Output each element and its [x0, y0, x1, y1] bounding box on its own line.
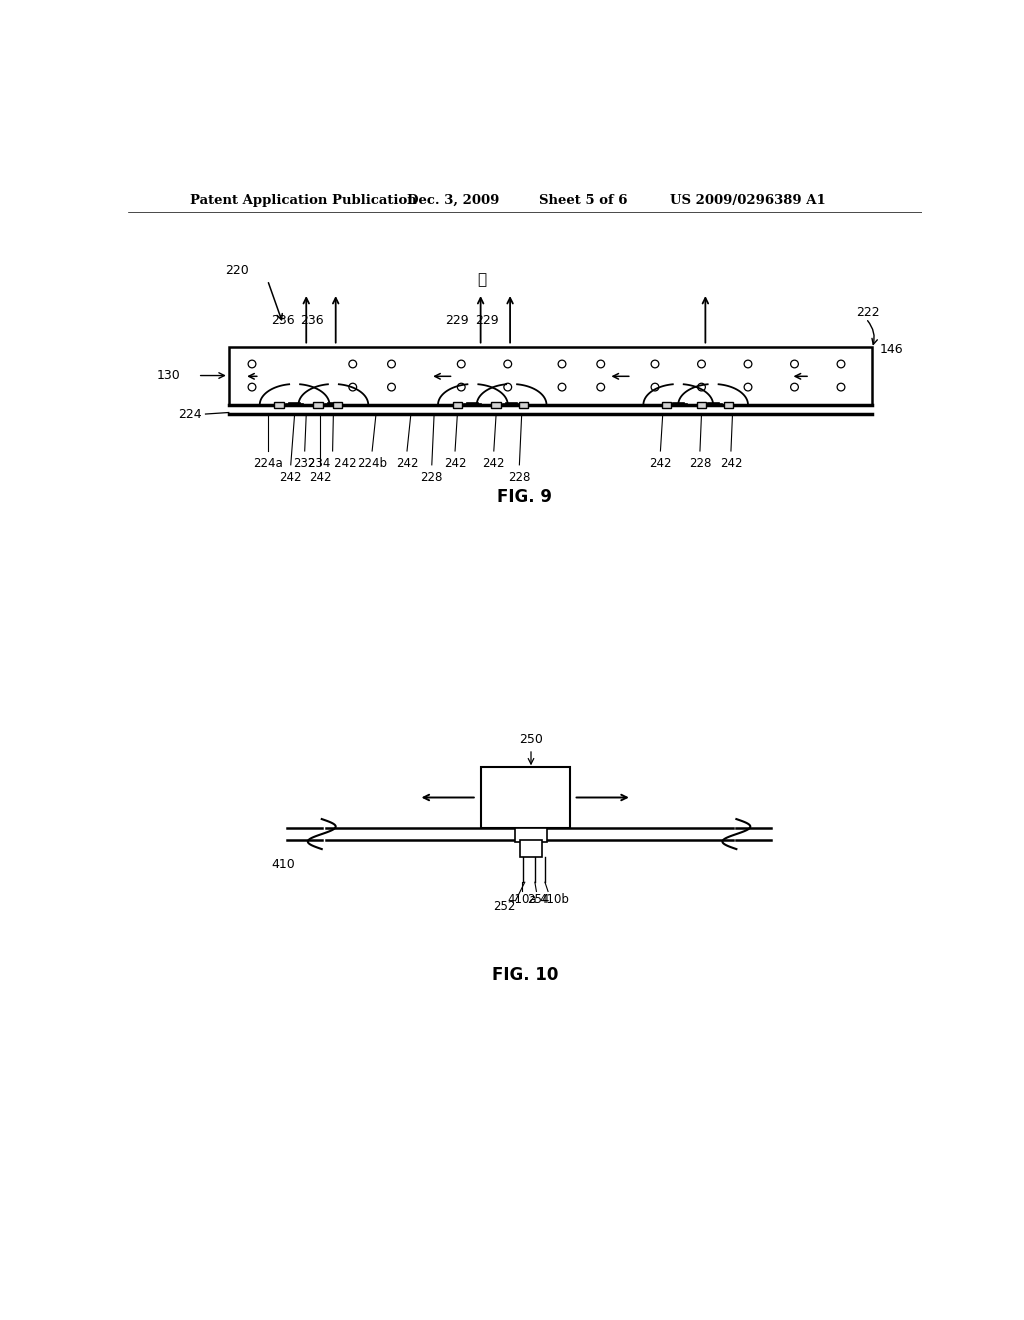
- Text: 242: 242: [649, 457, 672, 470]
- Text: 光: 光: [477, 272, 486, 286]
- Bar: [228, 347, 872, 405]
- Text: 236: 236: [300, 314, 324, 326]
- Text: 250: 250: [519, 733, 543, 746]
- Text: 236: 236: [271, 314, 295, 326]
- Text: 252: 252: [493, 900, 515, 913]
- Text: 254: 254: [527, 892, 550, 906]
- Bar: [724, 401, 733, 408]
- Text: 224: 224: [178, 408, 202, 421]
- Bar: [518, 401, 528, 408]
- Text: 229: 229: [475, 314, 499, 326]
- Bar: [333, 401, 342, 408]
- Text: 222: 222: [856, 306, 880, 319]
- Text: 232: 232: [294, 457, 315, 470]
- Text: 224a: 224a: [253, 457, 283, 470]
- Text: 224b: 224b: [357, 457, 387, 470]
- Bar: [453, 401, 462, 408]
- Text: FIG. 9: FIG. 9: [498, 488, 552, 506]
- Bar: [480, 767, 569, 829]
- Text: 410a: 410a: [507, 892, 537, 906]
- Text: Sheet 5 of 6: Sheet 5 of 6: [539, 194, 628, 207]
- Text: 234 242: 234 242: [308, 457, 357, 470]
- Text: 242: 242: [309, 471, 332, 484]
- Text: 242: 242: [482, 457, 505, 470]
- Text: US 2009/0296389 A1: US 2009/0296389 A1: [671, 194, 826, 207]
- Bar: [662, 401, 672, 408]
- Bar: [515, 829, 547, 842]
- Text: 228: 228: [508, 471, 530, 484]
- Text: 410: 410: [271, 858, 295, 871]
- Text: 220: 220: [225, 264, 249, 277]
- Text: Dec. 3, 2009: Dec. 3, 2009: [407, 194, 500, 207]
- Text: 130: 130: [157, 370, 180, 381]
- Text: 146: 146: [880, 343, 903, 356]
- Text: 242: 242: [395, 457, 418, 470]
- Text: 242: 242: [720, 457, 742, 470]
- Bar: [274, 401, 284, 408]
- Text: Patent Application Publication: Patent Application Publication: [190, 194, 417, 207]
- Bar: [492, 401, 501, 408]
- Bar: [313, 401, 323, 408]
- Text: 410b: 410b: [540, 892, 569, 906]
- Text: 242: 242: [280, 471, 302, 484]
- Text: FIG. 10: FIG. 10: [492, 966, 558, 983]
- Text: 228: 228: [689, 457, 711, 470]
- Bar: [520, 840, 542, 857]
- Text: 229: 229: [445, 314, 469, 326]
- Text: 242: 242: [443, 457, 466, 470]
- Text: 228: 228: [421, 471, 443, 484]
- Bar: [697, 401, 707, 408]
